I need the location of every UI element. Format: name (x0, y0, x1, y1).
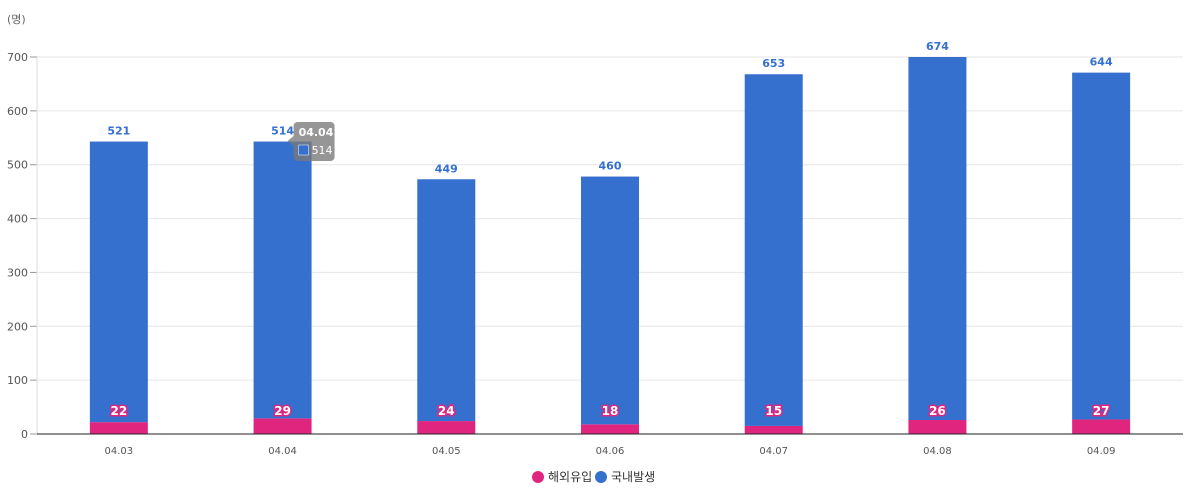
data-label-top: 674 (926, 40, 949, 53)
data-label-bottom: 22 (111, 404, 128, 418)
legend-label[interactable]: 해외유입 (548, 470, 592, 484)
bar-국내발생-04.08[interactable] (908, 57, 967, 420)
y-tick-label: 400 (7, 213, 28, 226)
x-tick-label: 04.03 (105, 446, 134, 457)
bar-해외유입-04.09[interactable] (1072, 419, 1131, 434)
legend-marker[interactable] (595, 471, 607, 483)
data-label-top: 460 (599, 160, 622, 173)
data-label-bottom: 26 (929, 404, 946, 418)
data-label-bottom: 29 (274, 404, 291, 418)
data-label-top: 514 (271, 125, 294, 138)
bar-국내발생-04.06[interactable] (581, 176, 639, 425)
x-tick-label: 04.06 (596, 446, 625, 457)
tooltip-title: 04.04 (299, 126, 334, 139)
y-tick-label: 100 (7, 374, 28, 387)
tooltip-pointer (287, 136, 294, 146)
y-tick-label: 600 (7, 105, 28, 118)
data-label-top: 644 (1090, 56, 1113, 69)
tooltip-swatch (298, 144, 309, 156)
x-tick-label: 04.08 (923, 446, 952, 457)
x-tick-label: 04.07 (759, 446, 788, 457)
data-label-bottom: 27 (1093, 404, 1110, 418)
y-axis-unit: (명) (7, 13, 26, 26)
data-label-bottom: 24 (438, 404, 455, 418)
bar-국내발생-04.09[interactable] (1072, 72, 1131, 420)
x-tick-label: 04.09 (1087, 446, 1116, 457)
data-label-top: 521 (107, 125, 130, 138)
bar-해외유입-04.03[interactable] (89, 422, 148, 434)
x-tick-label: 04.04 (268, 446, 297, 457)
data-label-bottom: 18 (602, 404, 619, 418)
bar-국내발생-04.03[interactable] (89, 141, 148, 423)
bar-국내발생-04.05[interactable] (417, 179, 476, 422)
y-tick-label: 0 (21, 428, 28, 441)
legend-marker[interactable] (532, 471, 544, 483)
y-tick-label: 200 (7, 320, 28, 333)
data-label-bottom: 15 (765, 404, 782, 418)
data-label-top: 449 (435, 162, 458, 175)
x-tick-label: 04.05 (432, 446, 461, 457)
data-label-top: 653 (762, 57, 785, 70)
bar-해외유입-04.08[interactable] (908, 419, 967, 434)
y-tick-label: 300 (7, 266, 28, 279)
bar-해외유입-04.06[interactable] (581, 424, 639, 434)
bar-해외유입-04.07[interactable] (744, 425, 803, 434)
tooltip-value: 514 (312, 144, 333, 157)
y-tick-label: 700 (7, 51, 28, 64)
bar-국내발생-04.07[interactable] (744, 74, 803, 426)
y-tick-label: 500 (7, 159, 28, 172)
bar-해외유입-04.04[interactable] (253, 418, 312, 434)
bar-국내발생-04.04[interactable] (253, 141, 312, 419)
bar-해외유입-04.05[interactable] (417, 421, 476, 434)
legend-label[interactable]: 국내발생 (611, 470, 655, 484)
